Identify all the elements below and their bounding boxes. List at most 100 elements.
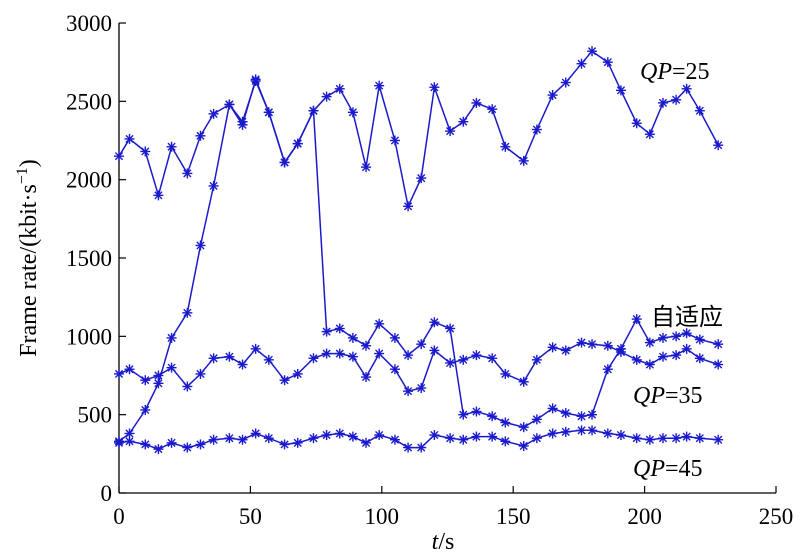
data-point-marker bbox=[374, 348, 385, 359]
data-point-marker bbox=[166, 332, 177, 343]
data-point-marker bbox=[681, 328, 692, 339]
data-point-marker bbox=[471, 97, 482, 108]
data-point-marker bbox=[374, 80, 385, 91]
y-tick-label: 1000 bbox=[66, 324, 112, 349]
data-point-marker bbox=[713, 140, 724, 151]
data-point-marker bbox=[389, 332, 400, 343]
data-point-marker bbox=[279, 157, 290, 168]
data-point-marker bbox=[389, 135, 400, 146]
data-point-marker bbox=[500, 436, 511, 447]
data-point-marker bbox=[518, 422, 529, 433]
data-point-marker bbox=[416, 339, 427, 350]
data-point-marker bbox=[416, 383, 427, 394]
data-point-marker bbox=[250, 75, 261, 86]
data-point-marker bbox=[237, 434, 248, 445]
data-point-marker bbox=[195, 368, 206, 379]
data-point-marker bbox=[487, 431, 498, 442]
data-point-marker bbox=[153, 444, 164, 455]
data-point-marker bbox=[334, 348, 345, 359]
data-point-marker bbox=[615, 430, 626, 441]
data-point-marker bbox=[237, 116, 248, 127]
data-point-marker bbox=[615, 347, 626, 357]
data-point-marker bbox=[389, 434, 400, 445]
data-point-marker bbox=[671, 433, 682, 444]
data-point-marker bbox=[547, 428, 558, 439]
data-point-marker bbox=[657, 433, 668, 444]
data-point-marker bbox=[416, 442, 427, 453]
data-point-marker bbox=[114, 437, 124, 448]
data-point-marker bbox=[602, 340, 613, 351]
data-point-marker bbox=[361, 340, 372, 351]
data-point-marker bbox=[166, 362, 177, 373]
data-point-marker bbox=[195, 130, 206, 141]
data-point-marker bbox=[403, 386, 414, 397]
data-point-marker bbox=[321, 326, 332, 337]
data-point-marker bbox=[694, 105, 705, 116]
data-point-marker bbox=[671, 350, 682, 361]
data-point-marker bbox=[657, 97, 668, 108]
data-point-marker bbox=[694, 353, 705, 364]
data-point-marker bbox=[403, 442, 414, 453]
y-tick-label: 1500 bbox=[66, 246, 112, 271]
data-point-marker bbox=[224, 433, 235, 444]
y-tick-label: 0 bbox=[101, 481, 113, 506]
data-point-marker bbox=[694, 433, 705, 444]
data-point-marker bbox=[547, 342, 558, 353]
x-tick-label: 100 bbox=[365, 504, 400, 529]
data-point-marker bbox=[560, 345, 571, 356]
data-point-marker bbox=[347, 107, 358, 118]
x-tick-label: 50 bbox=[239, 504, 262, 529]
data-point-marker bbox=[389, 364, 400, 375]
data-point-marker bbox=[124, 436, 135, 447]
data-point-marker bbox=[445, 126, 456, 137]
x-axis-title: t/s bbox=[432, 529, 455, 555]
data-point-marker bbox=[587, 46, 598, 57]
data-point-marker bbox=[576, 425, 587, 436]
data-point-marker bbox=[644, 129, 655, 140]
data-point-marker bbox=[471, 350, 482, 361]
data-point-marker bbox=[681, 343, 692, 354]
data-point-marker bbox=[531, 414, 542, 425]
data-point-marker bbox=[531, 354, 542, 365]
series-layer bbox=[114, 46, 724, 455]
data-point-marker bbox=[334, 428, 345, 439]
data-point-marker bbox=[644, 434, 655, 445]
data-point-marker bbox=[657, 332, 668, 343]
data-point-marker bbox=[576, 411, 587, 422]
data-point-marker bbox=[308, 353, 319, 364]
data-point-marker bbox=[587, 339, 598, 350]
x-tick-label: 200 bbox=[627, 504, 662, 529]
data-point-marker bbox=[560, 408, 571, 419]
data-point-marker bbox=[487, 104, 498, 115]
data-point-marker bbox=[208, 180, 219, 191]
data-point-marker bbox=[224, 99, 235, 110]
data-point-marker bbox=[153, 370, 164, 381]
data-point-marker bbox=[713, 359, 724, 370]
series-qp35 bbox=[114, 337, 724, 397]
data-point-marker bbox=[347, 431, 358, 442]
data-point-marker bbox=[361, 437, 372, 448]
data-point-marker bbox=[631, 118, 642, 129]
data-point-marker bbox=[445, 323, 456, 334]
data-point-marker bbox=[429, 82, 440, 93]
data-point-marker bbox=[671, 331, 682, 342]
data-point-marker bbox=[321, 91, 332, 102]
data-point-marker bbox=[631, 314, 642, 325]
data-point-marker bbox=[560, 426, 571, 437]
data-point-marker bbox=[500, 417, 511, 428]
data-point-marker bbox=[471, 406, 482, 417]
y-tick-label: 2000 bbox=[66, 168, 112, 193]
series-label-qp35: QP=35 bbox=[633, 383, 703, 409]
data-point-marker bbox=[681, 431, 692, 442]
data-point-marker bbox=[500, 368, 511, 379]
data-point-marker bbox=[487, 411, 498, 422]
data-point-marker bbox=[531, 433, 542, 444]
data-point-marker bbox=[140, 404, 151, 415]
data-point-marker bbox=[547, 90, 558, 101]
data-point-marker bbox=[347, 332, 358, 343]
data-point-marker bbox=[631, 433, 642, 444]
data-point-marker bbox=[518, 155, 529, 166]
data-point-marker bbox=[321, 430, 332, 441]
data-point-marker bbox=[416, 173, 427, 184]
